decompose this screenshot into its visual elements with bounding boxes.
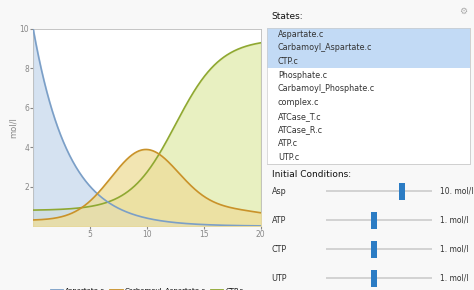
Bar xyxy=(399,183,405,200)
Bar xyxy=(267,150,470,164)
Bar xyxy=(371,270,377,287)
Text: ATP: ATP xyxy=(272,216,286,225)
Text: ATP.c: ATP.c xyxy=(278,139,298,148)
Text: 1. mol/l: 1. mol/l xyxy=(440,216,469,225)
Text: Aspartate.c: Aspartate.c xyxy=(278,30,324,39)
Text: Initial Conditions:: Initial Conditions: xyxy=(272,170,351,179)
Bar xyxy=(267,28,470,41)
Text: 1. mol/l: 1. mol/l xyxy=(440,274,469,283)
Bar xyxy=(267,137,470,150)
Text: 10. mol/l: 10. mol/l xyxy=(440,187,474,196)
Bar xyxy=(267,55,470,68)
Text: ATCase_T.c: ATCase_T.c xyxy=(278,112,321,121)
Text: ⚙: ⚙ xyxy=(460,7,468,16)
Legend: Aspartate.c, Carbamoyl_Aspartate.c, CTP.c: Aspartate.c, Carbamoyl_Aspartate.c, CTP.… xyxy=(48,285,246,290)
Text: UTP: UTP xyxy=(272,274,287,283)
Text: States:: States: xyxy=(272,12,303,21)
Y-axis label: mol/l: mol/l xyxy=(9,117,18,138)
Bar xyxy=(267,109,470,123)
Bar xyxy=(267,82,470,96)
Bar xyxy=(267,68,470,82)
Text: complex.c: complex.c xyxy=(278,98,319,107)
Text: Carbamoyl_Aspartate.c: Carbamoyl_Aspartate.c xyxy=(278,44,373,52)
Text: Carbamoyl_Phosphate.c: Carbamoyl_Phosphate.c xyxy=(278,84,375,93)
Bar xyxy=(371,212,377,229)
Text: CTP: CTP xyxy=(272,245,287,254)
Text: Phosphate.c: Phosphate.c xyxy=(278,71,327,80)
Text: CTP.c: CTP.c xyxy=(278,57,299,66)
Bar xyxy=(267,28,470,164)
Text: 1. mol/l: 1. mol/l xyxy=(440,245,469,254)
Text: UTP.c: UTP.c xyxy=(278,153,299,162)
Bar xyxy=(371,241,377,258)
Bar xyxy=(267,123,470,137)
Bar xyxy=(267,96,470,109)
Bar xyxy=(267,28,470,164)
Text: Asp: Asp xyxy=(272,187,286,196)
Text: ATCase_R.c: ATCase_R.c xyxy=(278,125,323,134)
Bar xyxy=(267,41,470,55)
